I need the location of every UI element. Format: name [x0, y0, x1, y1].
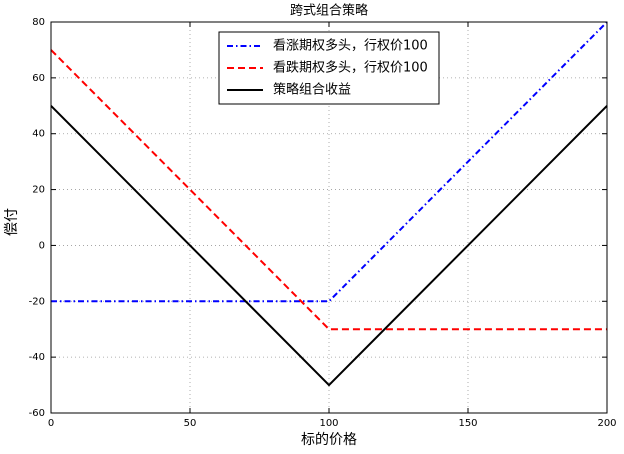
series-line [50, 105, 608, 387]
y-tick-label: -60 [29, 408, 45, 419]
series-line [51, 21, 608, 303]
plot-frame [50, 21, 608, 414]
y-tick-label: -40 [29, 352, 45, 363]
x-axis-label: 标的价格 [301, 432, 357, 448]
x-tick-label: 0 [48, 418, 54, 429]
y-tick-label: 0 [39, 240, 45, 251]
y-tick-label: -20 [29, 296, 45, 307]
x-tick-label: 150 [458, 418, 477, 429]
y-axis-label: 偿付 [4, 208, 20, 236]
y-tick-label: 20 [32, 185, 45, 196]
legend-label: 看跌期权多头，行权价100 [273, 60, 428, 76]
x-tick-label: 50 [184, 418, 197, 429]
y-tick-label: 80 [32, 17, 45, 28]
y-tick-label: 60 [32, 73, 45, 84]
x-tick-label: 200 [597, 418, 616, 429]
legend-label: 看涨期权多头，行权价100 [273, 38, 428, 54]
chart-title: 跨式组合策略 [290, 3, 368, 19]
x-tick-label: 100 [319, 418, 338, 429]
legend-label: 策略组合收益 [273, 82, 351, 98]
y-tick-label: 40 [32, 129, 45, 140]
